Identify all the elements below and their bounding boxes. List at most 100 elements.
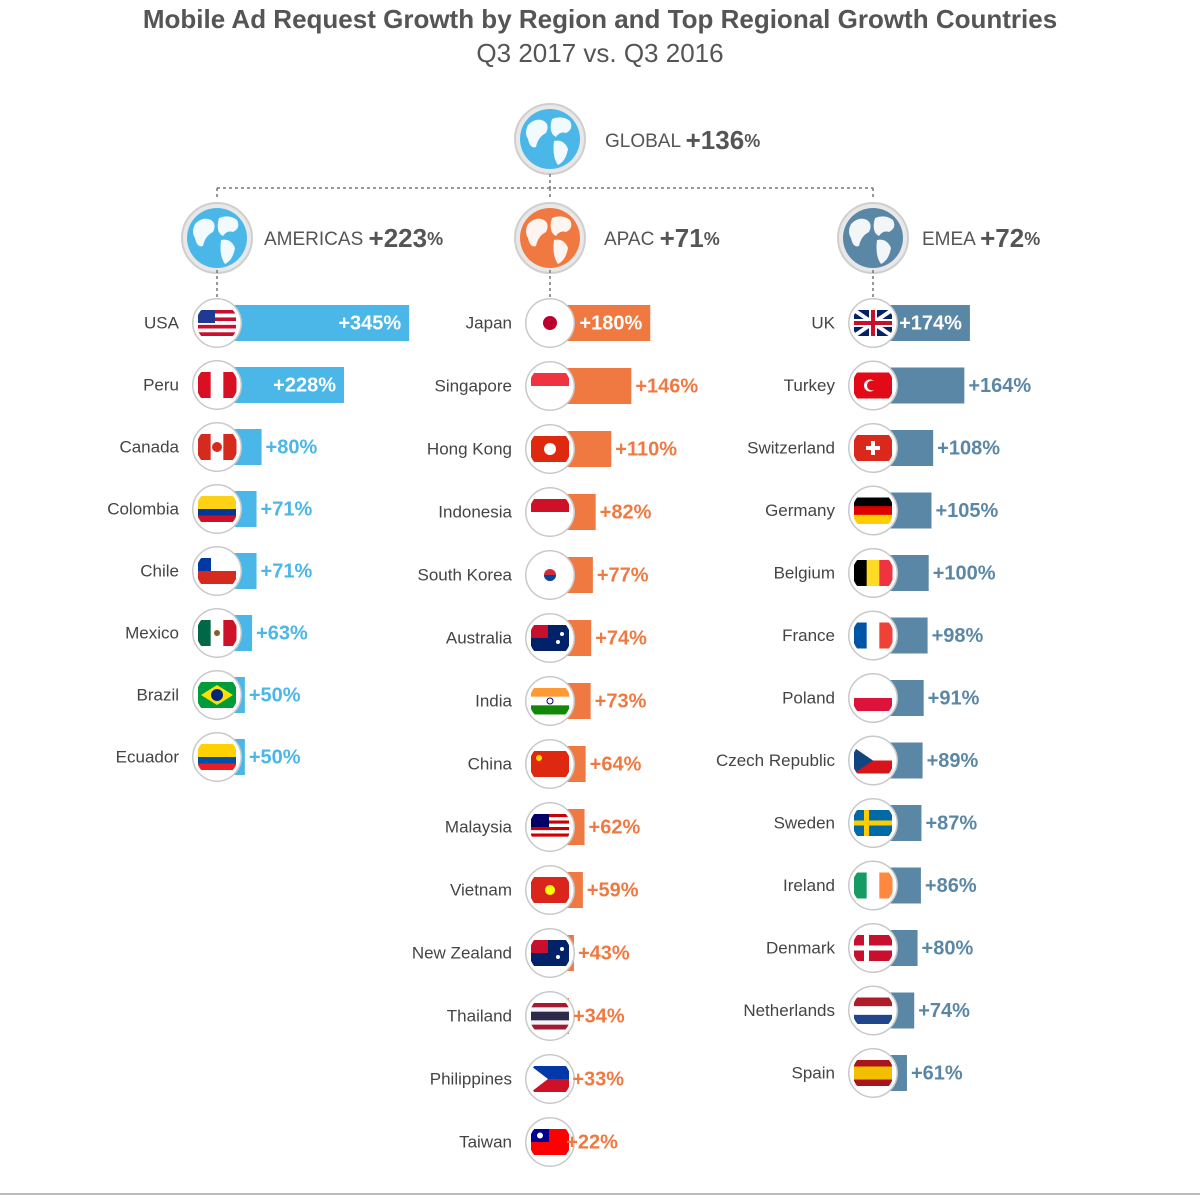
country-label-usa: USA (144, 313, 180, 332)
singapore-flag-icon (525, 361, 575, 411)
country-label-uk: UK (811, 313, 835, 332)
value-label-brazil: +50% (249, 684, 301, 706)
apac-region-label: APAC +71% (604, 223, 720, 253)
china-flag-icon (525, 739, 575, 789)
country-label-thailand: Thailand (447, 1006, 512, 1025)
new-zealand-flag-icon (525, 928, 575, 978)
country-label-peru: Peru (143, 375, 179, 394)
chart-title: Mobile Ad Request Growth by Region and T… (142, 4, 1058, 34)
bar-usa (217, 305, 410, 341)
value-label-sweden: +87% (925, 812, 977, 834)
south-korea-flag-icon (525, 550, 575, 600)
australia-flag-icon (525, 613, 575, 663)
value-label-indonesia: +82% (600, 501, 652, 523)
emea-region-label: EMEA +72% (922, 223, 1040, 253)
country-label-new-zealand: New Zealand (412, 943, 512, 962)
apac-globe-icon (514, 202, 586, 274)
value-label-chile: +71% (261, 560, 313, 582)
sweden-flag-icon (848, 798, 898, 848)
americas-globe-icon (181, 202, 253, 274)
india-flag-icon (525, 676, 575, 726)
country-label-denmark: Denmark (766, 938, 835, 957)
country-label-brazil: Brazil (136, 685, 179, 704)
philippines-flag-icon (525, 1054, 575, 1104)
value-label-belgium: +100% (933, 562, 996, 584)
poland-flag-icon (848, 673, 898, 723)
value-label-poland: +91% (928, 687, 980, 709)
country-label-netherlands: Netherlands (743, 1001, 835, 1020)
value-label-canada: +80% (266, 436, 318, 458)
value-label-colombia: +71% (261, 498, 313, 520)
country-label-poland: Poland (782, 688, 835, 707)
taiwan-flag-icon (525, 1117, 575, 1167)
value-label-philippines: +33% (572, 1068, 624, 1090)
country-label-canada: Canada (119, 437, 179, 456)
value-label-south-korea: +77% (597, 564, 649, 586)
value-label-denmark: +80% (922, 937, 974, 959)
country-label-japan: Japan (466, 313, 512, 332)
country-label-ireland: Ireland (783, 876, 835, 895)
country-label-hong-kong: Hong Kong (427, 439, 512, 458)
value-label-netherlands: +74% (918, 1000, 970, 1022)
global-label: GLOBAL +136% (605, 125, 760, 155)
country-label-germany: Germany (765, 501, 835, 520)
spain-flag-icon (848, 1048, 898, 1098)
denmark-flag-icon (848, 923, 898, 973)
value-label-ecuador: +50% (249, 746, 301, 768)
belgium-flag-icon (848, 548, 898, 598)
hong-kong-flag-icon (525, 424, 575, 474)
country-label-ecuador: Ecuador (116, 747, 180, 766)
value-label-germany: +105% (935, 500, 998, 522)
netherlands-flag-icon (848, 985, 898, 1036)
value-label-japan: +180% (579, 312, 642, 334)
country-label-turkey: Turkey (784, 376, 836, 395)
peru-flag-icon (192, 360, 242, 410)
country-label-philippines: Philippines (430, 1069, 512, 1088)
france-flag-icon (848, 610, 898, 661)
japan-flag-icon (525, 298, 575, 348)
value-label-thailand: +34% (573, 1005, 625, 1027)
value-label-czech-republic: +89% (927, 750, 979, 772)
chart-subtitle: Q3 2017 vs. Q3 2016 (476, 38, 724, 68)
bottom-divider (0, 1193, 1200, 1195)
value-label-uk: +174% (899, 312, 962, 334)
canada-flag-icon (192, 422, 242, 472)
value-label-australia: +74% (595, 627, 647, 649)
value-label-singapore: +146% (635, 375, 698, 397)
value-label-spain: +61% (911, 1062, 963, 1084)
malaysia-flag-icon (525, 802, 575, 852)
usa-flag-icon (192, 298, 242, 348)
value-label-hong-kong: +110% (615, 438, 677, 460)
value-label-new-zealand: +43% (578, 942, 630, 964)
country-label-malaysia: Malaysia (445, 817, 513, 836)
value-label-mexico: +63% (256, 622, 308, 644)
country-label-france: France (782, 626, 835, 645)
turkey-flag-icon (848, 360, 898, 411)
chile-flag-icon (192, 546, 242, 596)
value-label-peru: +228% (273, 374, 336, 396)
country-label-china: China (468, 754, 513, 773)
ecuador-flag-icon (192, 732, 242, 782)
vietnam-flag-icon (525, 865, 575, 915)
value-label-china: +64% (590, 753, 642, 775)
uk-flag-icon (848, 298, 898, 348)
country-label-australia: Australia (446, 628, 513, 647)
colombia-flag-icon (192, 484, 242, 534)
americas-region-label: AMERICAS +223% (264, 223, 443, 253)
value-label-vietnam: +59% (587, 879, 639, 901)
country-label-mexico: Mexico (125, 623, 179, 642)
value-label-usa: +345% (338, 312, 401, 334)
value-label-taiwan: +22% (566, 1131, 618, 1153)
germany-flag-icon (848, 485, 898, 536)
ireland-flag-icon (848, 860, 898, 911)
switzerland-flag-icon (848, 423, 898, 473)
country-label-chile: Chile (140, 561, 179, 580)
mexico-flag-icon (192, 608, 242, 658)
country-label-south-korea: South Korea (417, 565, 512, 584)
value-label-india: +73% (595, 690, 647, 712)
country-label-switzerland: Switzerland (747, 438, 835, 457)
global-globe-icon (514, 103, 586, 175)
country-label-belgium: Belgium (774, 563, 835, 582)
country-label-spain: Spain (792, 1063, 835, 1082)
brazil-flag-icon (192, 670, 242, 720)
